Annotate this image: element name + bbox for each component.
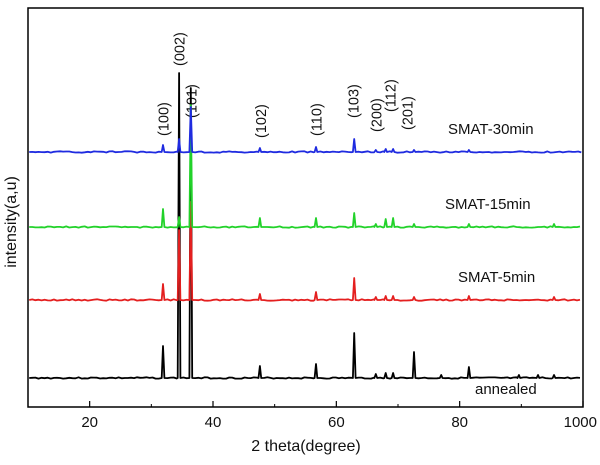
series-labels: annealed SMAT-5min SMAT-15min SMAT-30min [445,121,537,398]
series-trace-smat-5min [29,201,581,302]
peak-labels: (100) (002) (101) (102) (110) (103) (200)(112)… [157,32,417,138]
x-tick-label: 1000 [564,414,597,431]
series-label: SMAT-30min [448,121,534,138]
peak-label: (200) [369,98,385,132]
peak-label: (112) [384,79,400,112]
peak-label: (101) [184,84,200,118]
peak-label: (002) [173,32,189,66]
series-trace-annealed [29,72,581,380]
peak-label: (102) [254,104,270,138]
series-label: SMAT-5min [458,269,535,286]
series-trace-smat-15min [29,104,581,229]
peak-label: (103) [347,84,363,118]
peak-label: (100) [157,102,173,136]
series-lines [29,72,582,380]
x-tick-label: 20 [81,414,98,431]
series-label: SMAT-15min [445,196,531,213]
peak-label: (110) [310,103,326,136]
x-tick-label: 80 [451,414,468,431]
peak-label: (201) [400,96,416,130]
x-tick-label: 60 [328,414,345,431]
y-axis-title: intensity(a,u) [3,176,20,268]
series-trace-smat-30min [29,106,582,154]
plot-area [27,7,584,408]
series-label: annealed [475,381,537,398]
plot-frame [27,7,584,408]
x-axis-ticks: 20 40 60 80 1000 [81,401,597,431]
x-tick-label: 40 [205,414,222,431]
x-axis-title: 2 theta(degree) [251,438,360,455]
